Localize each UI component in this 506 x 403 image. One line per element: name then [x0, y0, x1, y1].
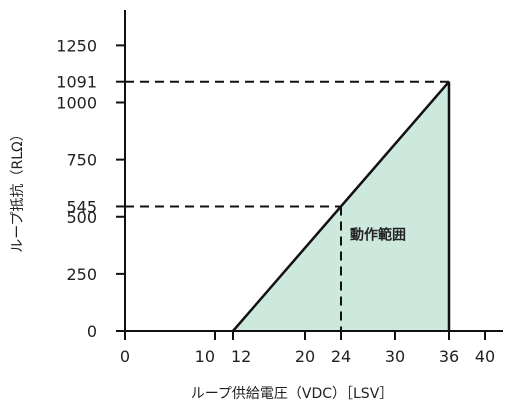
x-tick-label-36: 36	[439, 347, 459, 366]
x-tick-label-20: 20	[295, 347, 315, 366]
reference-lines-layer	[125, 80, 450, 331]
x-tick-label-24: 24	[331, 347, 351, 366]
y-tick-label-545: 545	[66, 197, 97, 216]
y-tick-label-750: 750	[66, 151, 97, 170]
y-tick-label-1091: 1091	[56, 73, 97, 92]
y-axis-title: ループ抵抗（RLΩ）	[10, 127, 26, 252]
region-label: 動作範囲	[350, 227, 406, 244]
y-tick-label-500: 500	[66, 208, 97, 227]
x-tick-label-0: 0	[120, 347, 130, 366]
y-tick-label-1250: 1250	[56, 36, 97, 55]
y-tick-label-250: 250	[66, 265, 97, 284]
y-tick-label-0: 0	[87, 322, 97, 341]
x-tick-label-40: 40	[475, 347, 495, 366]
y-tick-label-1000: 1000	[56, 94, 97, 113]
axes-layer	[124, 10, 503, 332]
x-tick-label-30: 30	[385, 347, 405, 366]
x-axis-title: ループ供給電圧（VDC）［LSV］	[191, 386, 394, 402]
x-tick-label-10: 10	[195, 347, 215, 366]
x-tick-label-12: 12	[231, 347, 251, 366]
